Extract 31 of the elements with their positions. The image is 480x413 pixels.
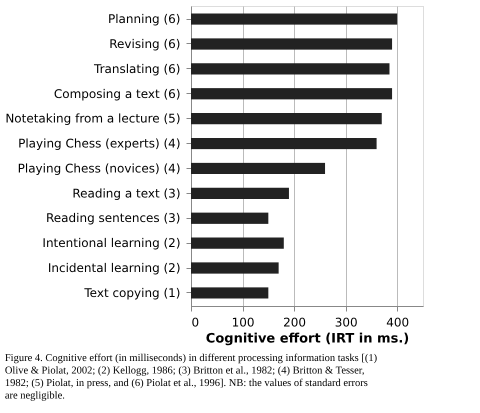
bar: [191, 162, 326, 174]
y-tick-label: Composing a text (6): [54, 86, 180, 101]
x-axis-title: Cognitive effort (IRT in ms.): [206, 332, 410, 346]
y-tick-label: Text copying (1): [83, 286, 180, 300]
x-tick-label: 200: [283, 316, 306, 330]
bar: [191, 63, 390, 74]
y-tick-label: Revising (6): [109, 36, 180, 51]
x-tick-label: 300: [334, 316, 358, 330]
bar: [191, 13, 398, 25]
x-tick-label: 0: [192, 316, 200, 330]
y-tick-label: Reading sentences (3): [46, 211, 180, 226]
y-tick-label: Reading a text (3): [72, 186, 180, 200]
caption: Figure 4. Cognitive effort (in milliseconds) in different processing information tasks [(1) Olive & Piolat, 2002; (2) Kellogg, 1986; (3) Britton et al., 1982; (4) Britton & Tesser, 1982; (5) Piolat, in press, and (6) Piolat et al., 1996]. NB: the values of standard errors are negligible.: [4, 353, 378, 402]
y-tick-label: Playing Chess (novices) (4): [18, 161, 180, 176]
y-tick-label: Intentional learning (2): [42, 236, 180, 250]
x-tick-label: 400: [386, 316, 410, 330]
bar: [191, 113, 382, 124]
bar: [191, 88, 392, 100]
bar: [191, 188, 289, 199]
y-tick-label: Incidental learning (2): [48, 261, 180, 276]
bar: [191, 287, 268, 299]
bar: [191, 262, 279, 274]
y-tick-label: Notetaking from a lecture (5): [5, 112, 180, 126]
bar: [191, 212, 268, 224]
y-tick-label: Translating (6): [93, 62, 180, 76]
x-tick-label: 100: [232, 316, 255, 330]
bar: [191, 38, 392, 50]
y-tick-label: Playing Chess (experts) (4): [18, 136, 180, 151]
bar: [191, 238, 284, 249]
bar: [191, 138, 377, 150]
y-tick-label: Planning (6): [108, 12, 180, 26]
